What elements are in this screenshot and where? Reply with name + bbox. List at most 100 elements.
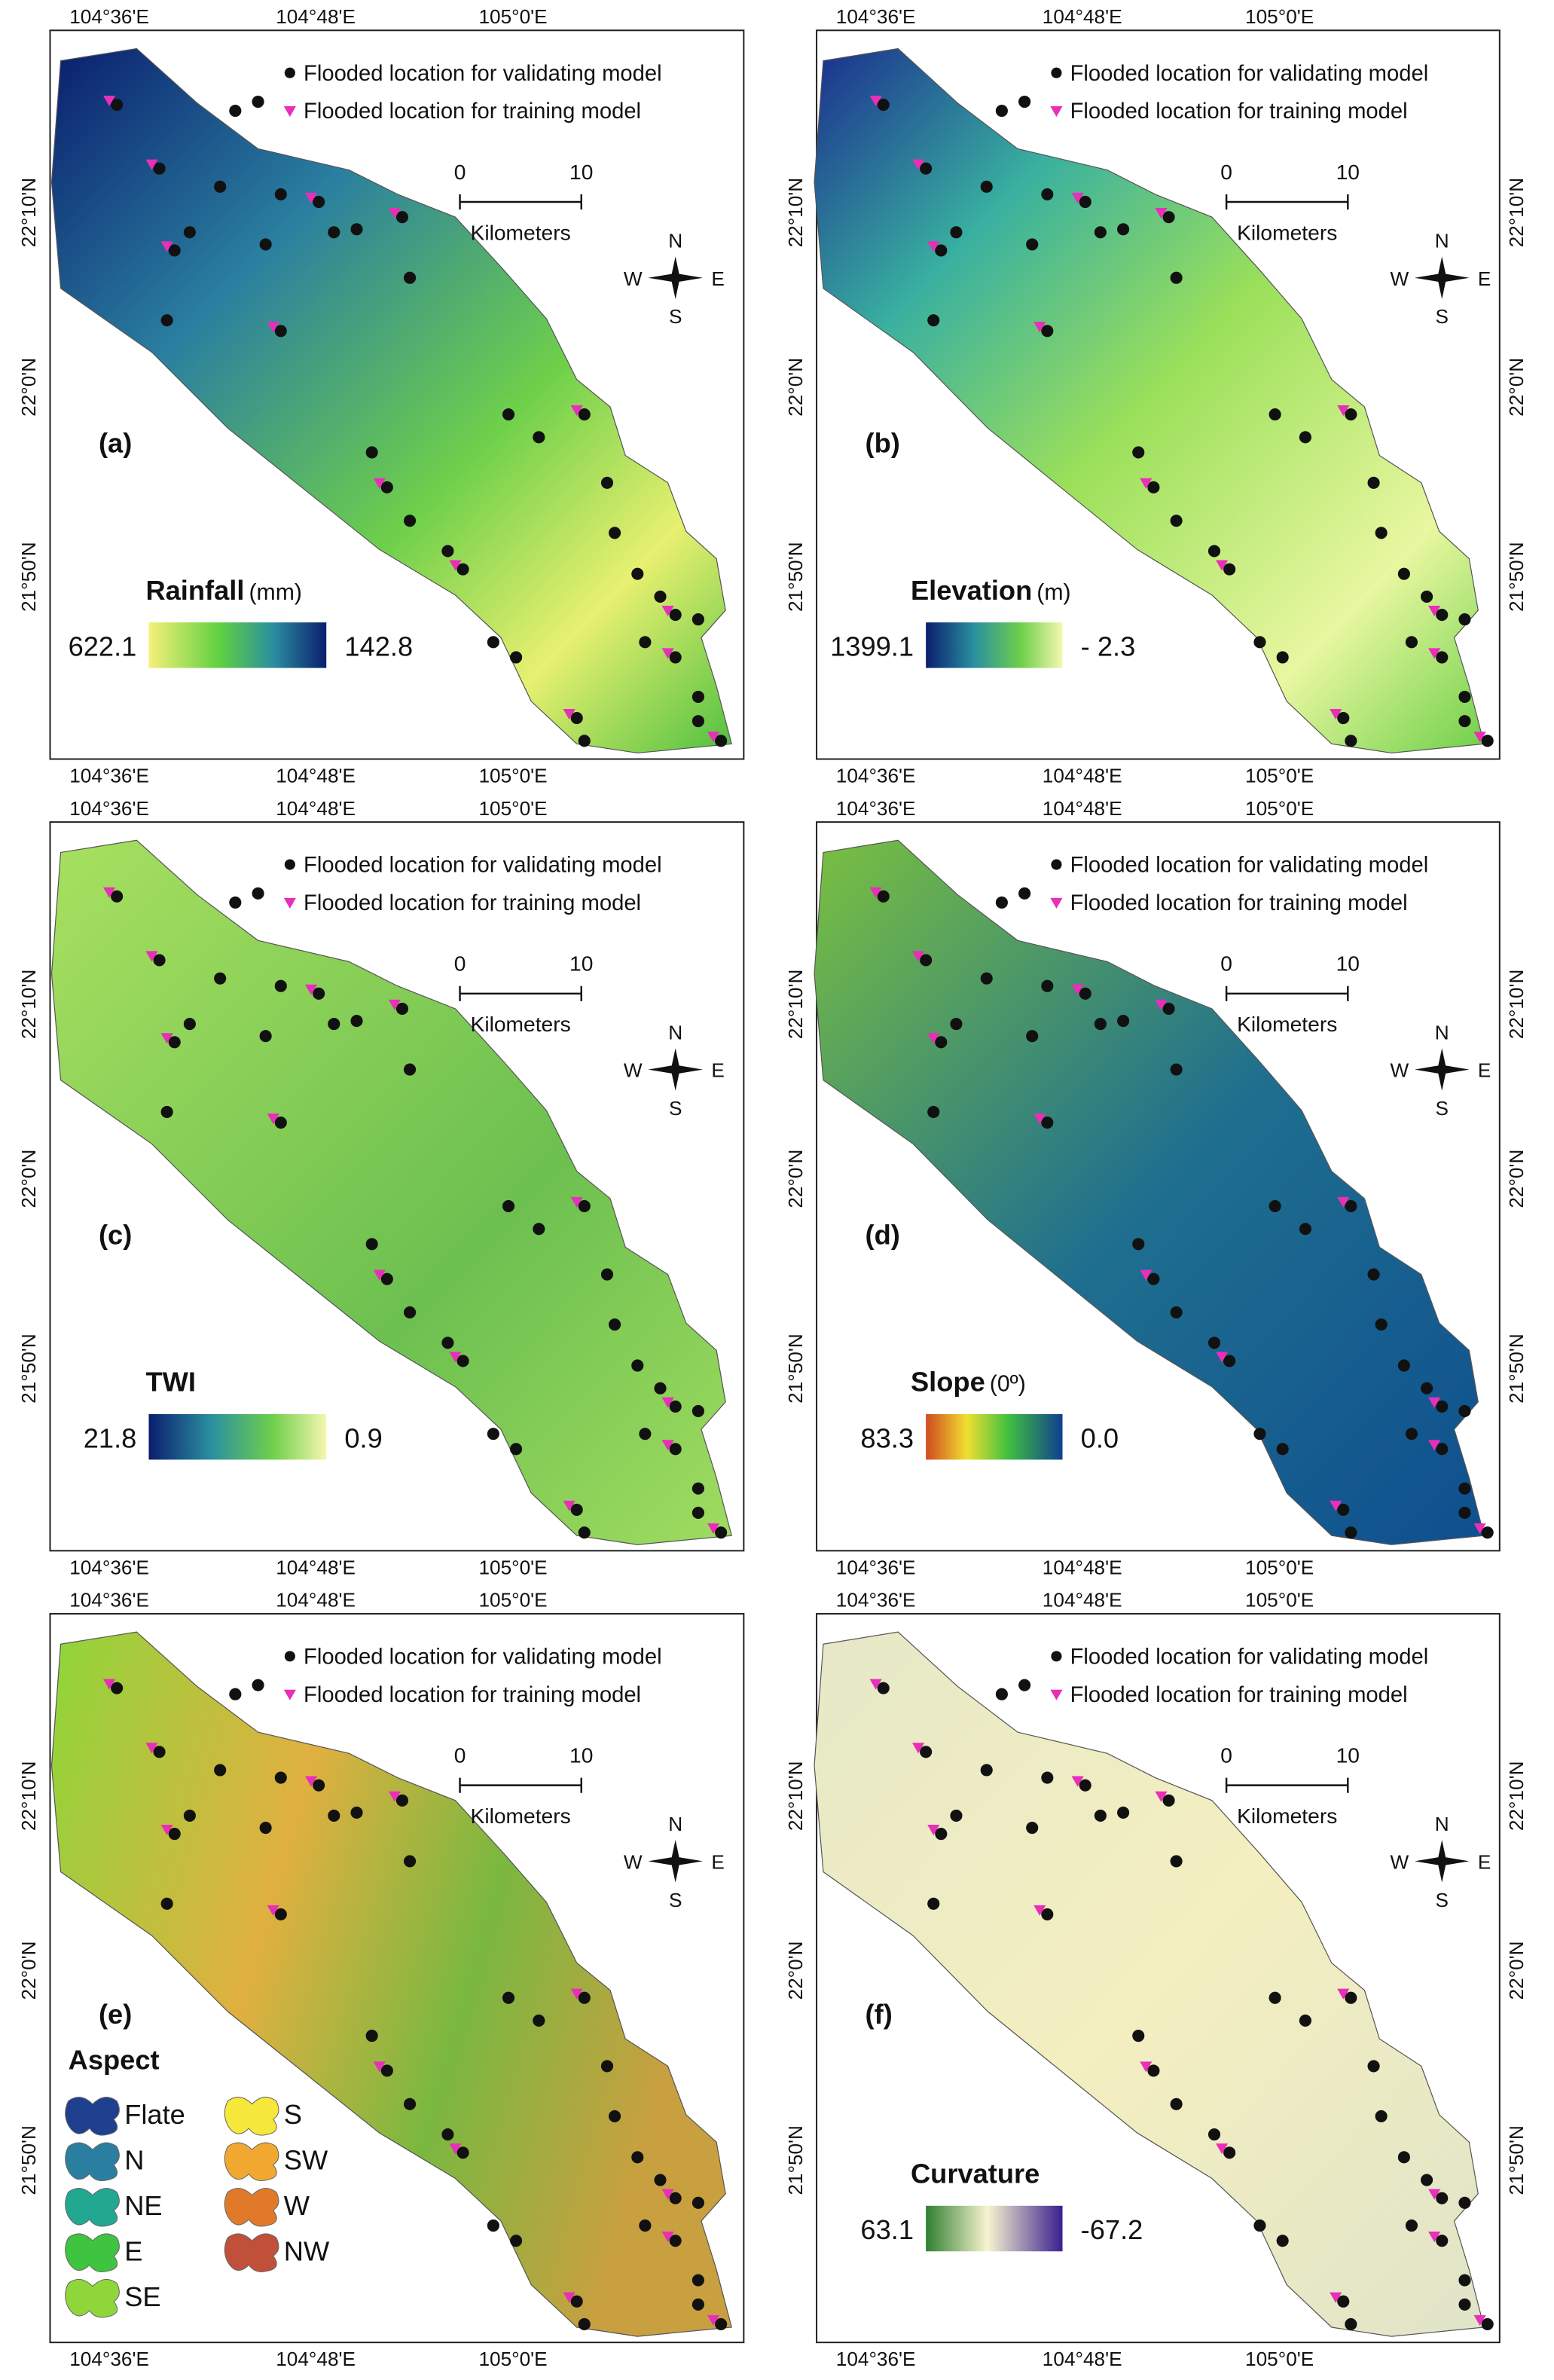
legend-max-label: 142.8 <box>344 631 413 661</box>
validation-point <box>1405 1428 1418 1441</box>
panel-label: (a) <box>99 427 132 458</box>
validation-point <box>1269 408 1281 421</box>
training-point <box>449 560 462 571</box>
validation-point <box>995 105 1008 118</box>
aspect-class-label: Flate <box>124 2099 185 2130</box>
validation-point <box>877 1682 890 1694</box>
training-point <box>927 1825 940 1836</box>
training-point <box>707 2314 720 2326</box>
validation-point <box>1299 431 1311 444</box>
legend-validation-symbol <box>1051 1651 1062 1662</box>
latitude-label: 21°50'N <box>1505 542 1528 612</box>
longitude-label: 105°0'E <box>1245 5 1314 28</box>
legend-training-label: Flooded location for training model <box>1070 1683 1408 1707</box>
legend-title: Elevation <box>911 575 1032 606</box>
validation-point <box>980 1764 993 1777</box>
scale-label: 10 <box>1336 160 1360 184</box>
training-point <box>305 1776 318 1787</box>
legend-training-label: Flooded location for training model <box>1070 99 1408 124</box>
validation-point <box>1170 1306 1183 1319</box>
training-point <box>869 1679 882 1690</box>
validation-point <box>502 1991 515 2004</box>
legend-title: TWI <box>145 1367 195 1398</box>
panel-label: (e) <box>99 1999 132 2030</box>
validation-point <box>1421 1382 1433 1395</box>
validation-point <box>715 735 728 747</box>
validation-point <box>1299 1223 1311 1236</box>
latitude-label: 22°0'N <box>1505 1941 1528 2000</box>
map-panel: 104°36'E 104°36'E 104°48'E 104°48'E 105°0'E 1… <box>784 797 1528 1579</box>
legend-min-label: 622.1 <box>69 631 137 661</box>
scale-label: 0 <box>454 1743 466 1767</box>
aspect-class-label: W <box>284 2190 310 2221</box>
training-point <box>267 1114 279 1125</box>
validation-point <box>1436 609 1449 622</box>
validation-point <box>927 1105 940 1119</box>
validation-point <box>935 1036 948 1049</box>
validation-point <box>1223 1355 1236 1367</box>
validation-point <box>365 446 378 459</box>
validation-point <box>692 2298 704 2311</box>
longitude-label: 104°36'E <box>69 5 149 28</box>
compass-s: S <box>1436 1889 1449 1911</box>
validation-point <box>927 1897 940 1910</box>
compass-n: N <box>1435 1021 1449 1043</box>
validation-point <box>692 2274 704 2287</box>
validation-point <box>274 1117 287 1129</box>
scale-bar <box>459 1777 582 1793</box>
validation-point <box>160 314 173 327</box>
validation-point <box>1345 1991 1357 2004</box>
legend-training-label: Flooded location for training model <box>304 1683 641 1707</box>
training-point <box>1033 1114 1046 1125</box>
longitude-label: 104°36'E <box>69 765 149 787</box>
scale-label: 0 <box>1220 160 1232 184</box>
validation-point <box>350 1015 363 1028</box>
compass-rose <box>648 1048 703 1091</box>
compass-rose <box>648 256 703 299</box>
latitude-label: 21°50'N <box>1505 1334 1528 1404</box>
training-point <box>661 2232 674 2243</box>
training-point <box>1337 1988 1350 2000</box>
training-point <box>661 1440 674 1451</box>
training-point <box>563 709 575 720</box>
validation-point <box>715 1526 728 1539</box>
validation-point <box>183 226 196 239</box>
latitude-label: 21°50'N <box>17 2125 40 2195</box>
validation-point <box>403 515 417 527</box>
legend-validation-symbol <box>1051 859 1062 870</box>
validation-point <box>654 590 667 603</box>
validation-point <box>1458 690 1471 703</box>
validation-point <box>350 1806 363 1819</box>
training-point <box>1140 1269 1153 1281</box>
validation-point <box>570 712 583 725</box>
validation-point <box>631 2151 644 2164</box>
validation-point <box>1117 1015 1130 1028</box>
validation-point <box>669 2235 682 2247</box>
validation-point <box>1337 1503 1350 1516</box>
training-point <box>1337 1196 1350 1208</box>
training-point <box>912 159 925 170</box>
validation-point <box>995 1688 1008 1700</box>
legend-validation-label: Flooded location for validating model <box>304 854 662 878</box>
validation-point <box>380 1272 393 1285</box>
validation-point <box>1436 2235 1449 2247</box>
training-point <box>373 478 386 489</box>
validation-point <box>1337 712 1350 725</box>
latitude-label: 22°10'N <box>784 1761 807 1831</box>
latitude-label: 22°10'N <box>17 178 40 248</box>
validation-point <box>1458 2196 1471 2209</box>
validation-point <box>995 896 1008 909</box>
legend-training-symbol <box>283 1689 296 1700</box>
validation-point <box>252 95 264 108</box>
longitude-label: 105°0'E <box>1245 1589 1314 1612</box>
validation-point <box>160 1105 173 1119</box>
validation-point <box>669 651 682 664</box>
longitude-label: 104°36'E <box>69 1556 149 1578</box>
validation-point <box>950 1018 963 1031</box>
training-point <box>103 1679 116 1690</box>
map-panel: 104°36'E 104°36'E 104°48'E 104°48'E 105°0'E 1… <box>17 1589 745 2370</box>
validation-point <box>1094 1018 1107 1031</box>
training-point <box>661 605 674 617</box>
compass-rose <box>1414 256 1470 299</box>
validation-point <box>1269 1199 1281 1212</box>
